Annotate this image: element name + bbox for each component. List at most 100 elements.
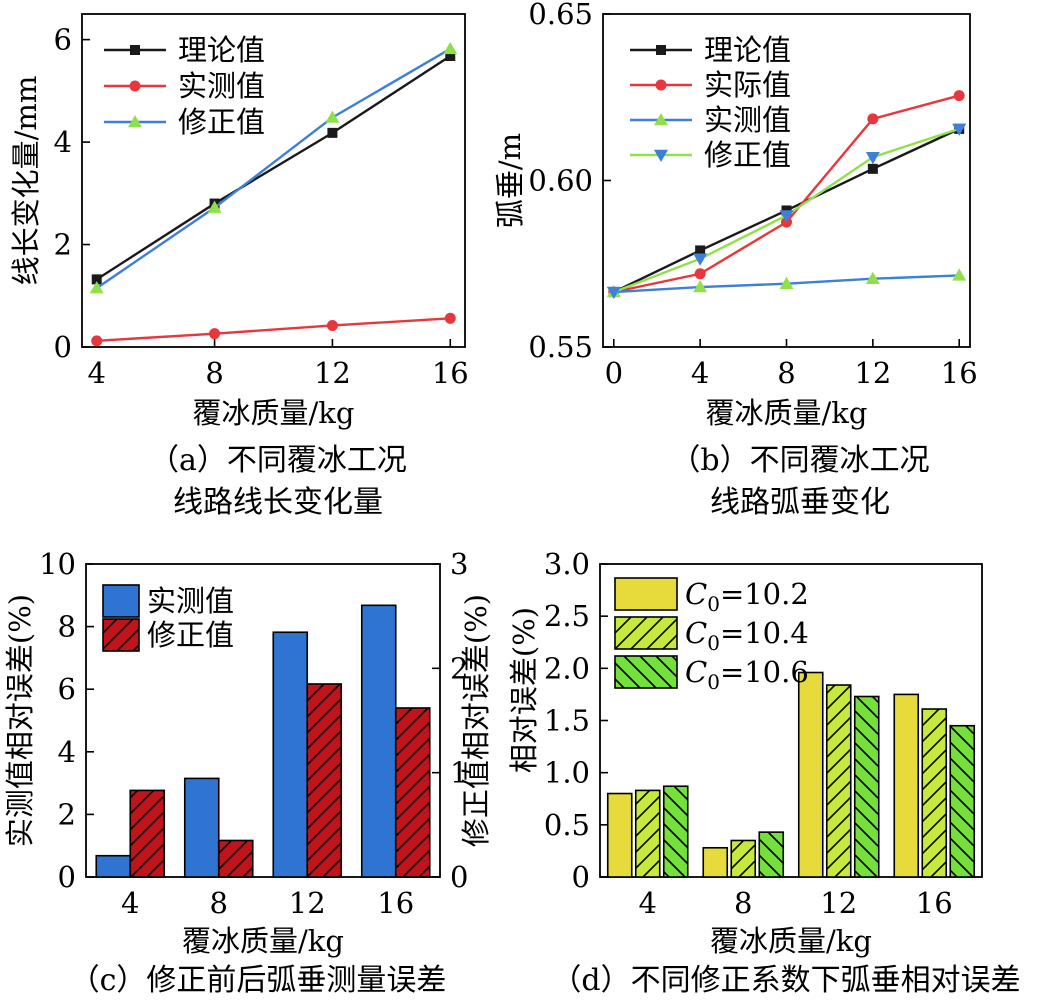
legend-label: 理论值	[704, 33, 791, 67]
x-tick-label: 16	[916, 886, 953, 920]
bar-hatch	[922, 709, 947, 877]
data-point	[91, 274, 102, 285]
bar-hatch	[130, 790, 165, 877]
y-axis-label: 实测值相对误差(%)	[3, 594, 37, 847]
data-point	[445, 51, 456, 62]
legend-label: 修正值	[147, 618, 234, 652]
x-tick-label: 8	[734, 886, 752, 920]
bar-hatch	[307, 683, 342, 877]
y-tick-label: 6	[58, 672, 76, 706]
legend-label-sub: 0	[707, 631, 720, 655]
bar	[272, 631, 309, 878]
series-line	[96, 317, 451, 343]
x-tick-label: 12	[314, 356, 351, 390]
bar	[95, 854, 132, 878]
y-tick-label: 6	[54, 23, 72, 57]
legend-label: 实测值	[147, 584, 234, 618]
bar-hatch	[731, 840, 756, 877]
x-tick-label: 16	[941, 356, 978, 390]
legend-label: 修正值	[178, 105, 265, 139]
y-tick-label: 2	[58, 797, 76, 831]
y-tick-label: 4	[58, 735, 76, 769]
data-point	[325, 110, 340, 123]
y-tick-label: 3.0	[544, 547, 590, 581]
data-point	[693, 253, 708, 266]
data-point	[779, 276, 794, 289]
caption-d: （d）不同修正系数下弧垂相对误差	[551, 963, 1020, 998]
data-point	[952, 123, 967, 136]
legend-marker	[129, 80, 141, 92]
y-tick-label: 0.5	[544, 808, 590, 842]
legend-label-value: =10.4	[720, 616, 809, 650]
x-tick-label: 16	[377, 886, 414, 920]
caption-b-line2: 线路弧垂变化	[710, 485, 890, 520]
y-tick-label: 2	[54, 228, 72, 262]
data-point	[89, 281, 104, 294]
legend-label: 理论值	[178, 33, 265, 67]
legend-marker	[128, 115, 142, 128]
x-tick-label: 12	[289, 886, 326, 920]
caption-b-line1: （b）不同覆冰工况	[670, 443, 929, 478]
legend-label: 实际值	[704, 68, 791, 102]
legend-swatch	[614, 577, 678, 611]
legend-label-var: C	[685, 655, 707, 689]
legend-label: C0=10.4	[685, 616, 809, 655]
legend-label-value: =10.2	[720, 577, 809, 611]
y-tick-label: 4	[54, 125, 72, 159]
bar	[183, 777, 220, 878]
panel-c-error-bar-chart: 4 8 12 1602468100123修正值相对误差(%)覆冰质量/kg实测值相对误…	[3, 547, 493, 958]
x-tick-label: 4	[88, 356, 106, 390]
data-point	[952, 268, 967, 281]
bar-hatch	[759, 832, 784, 877]
data-point	[606, 286, 621, 300]
legend-marker	[654, 149, 668, 162]
data-point	[779, 210, 794, 223]
data-point	[867, 163, 878, 174]
legend-label-var: C	[685, 577, 707, 611]
y-tick-label: 0	[58, 860, 76, 894]
legend-marker	[654, 113, 668, 126]
bar-hatch	[826, 685, 851, 877]
data-point	[867, 113, 879, 125]
y-tick-label: 2.5	[544, 599, 590, 633]
x-tick-label: 16	[432, 356, 469, 390]
y-right-tick-label: 2	[450, 651, 468, 685]
y-right-tick-label: 0	[450, 860, 468, 894]
bar	[797, 671, 824, 878]
legend-label: 修正值	[704, 138, 791, 172]
bar-hatch	[950, 725, 975, 877]
x-axis-label: 覆冰质量/kg	[182, 924, 344, 958]
legend-label: C0=10.6	[685, 655, 809, 694]
legend-label: 实测值	[178, 69, 265, 103]
bar	[702, 846, 729, 878]
legend-marker	[655, 79, 667, 91]
caption-c: （c）修正前后弧垂测量误差	[70, 963, 447, 998]
x-tick-label: 4	[639, 886, 657, 920]
legend-label-value: =10.6	[720, 655, 809, 689]
x-tick-label: 4	[121, 886, 139, 920]
legend-label-sub: 0	[707, 670, 720, 694]
x-tick-label: 8	[210, 886, 228, 920]
data-point	[91, 335, 103, 347]
y-tick-label: 1.5	[544, 704, 590, 738]
data-point	[865, 271, 880, 284]
data-point	[695, 245, 706, 256]
y-axis-label: 弧垂/m	[493, 133, 527, 228]
y-right-tick-label: 3	[450, 547, 468, 581]
y-tick-label: 0	[572, 860, 590, 894]
x-tick-label: 12	[820, 886, 857, 920]
bar	[893, 693, 920, 878]
y-tick-label: 0.65	[528, 0, 593, 31]
data-point	[693, 280, 708, 293]
y-axis-label: 线长变化量/mm	[9, 76, 43, 286]
data-point	[694, 268, 706, 280]
data-point	[444, 312, 456, 324]
bar-hatch	[218, 840, 253, 877]
x-tick-label: 12	[854, 356, 891, 390]
data-point	[327, 127, 338, 138]
bar-hatch	[663, 786, 688, 877]
y-tick-label: 0.60	[528, 164, 593, 198]
legend-label-sub: 0	[707, 592, 720, 616]
data-point	[953, 90, 965, 102]
